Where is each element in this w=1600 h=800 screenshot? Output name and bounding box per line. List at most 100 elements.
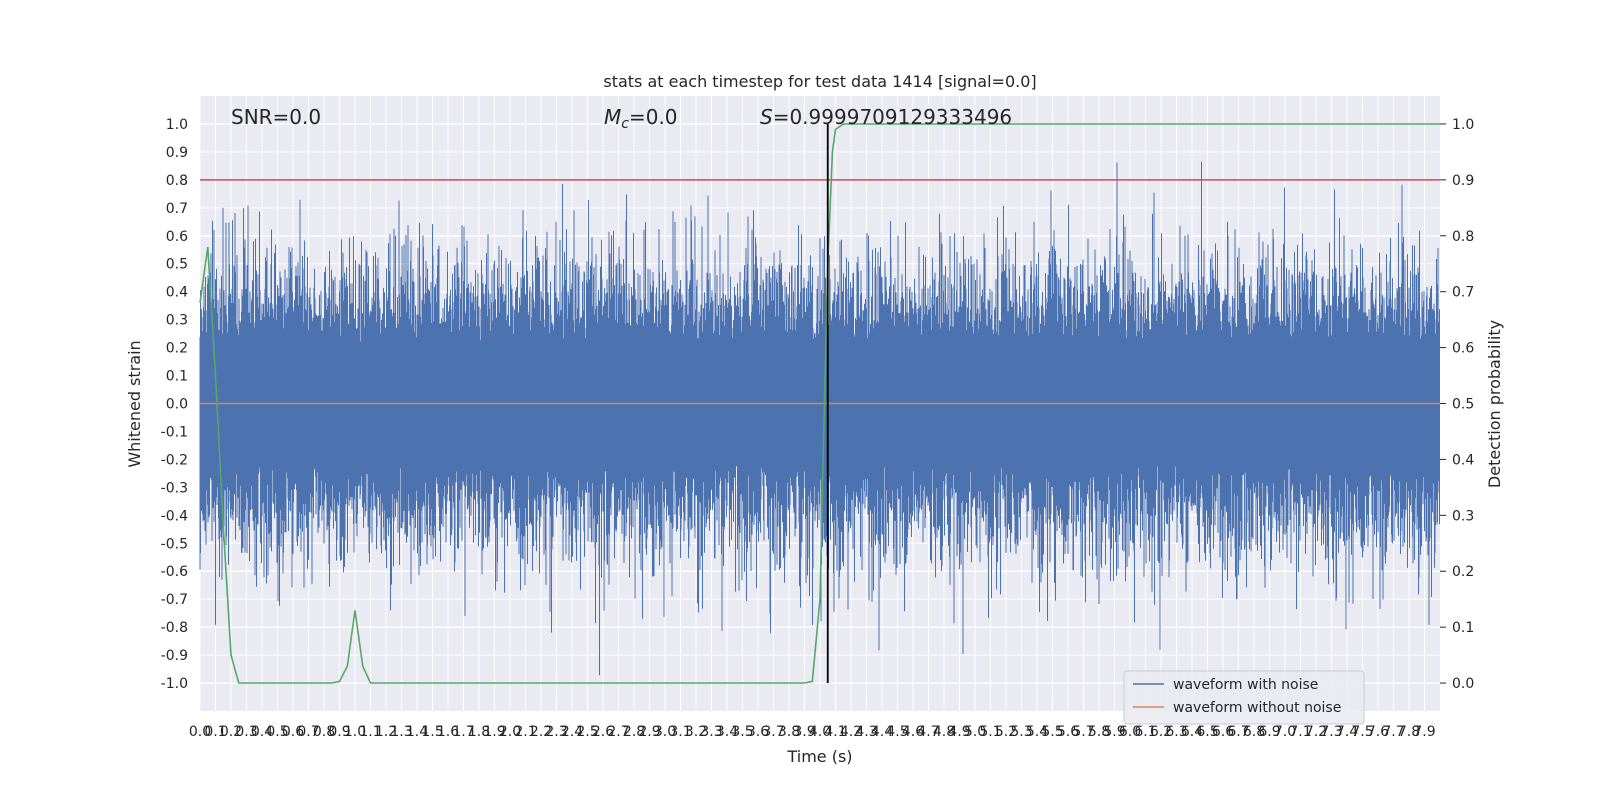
- legend-frame: [1123, 670, 1365, 725]
- x-tick-label: 7.2: [1305, 724, 1327, 740]
- y-right-tick-label: 0.5: [1452, 397, 1474, 413]
- y-tick-label: 0.1: [166, 369, 188, 385]
- y-right-tick-label: 0.1: [1452, 620, 1474, 636]
- x-tick-label: 5.5: [1041, 724, 1063, 740]
- x-tick-label: 5.8: [1088, 724, 1110, 740]
- y-tick-label: -0.5: [161, 536, 188, 552]
- x-tick-label: 0.6: [282, 724, 304, 740]
- x-tick-label: 7.1: [1289, 724, 1311, 740]
- y-tick-label: -0.9: [161, 648, 188, 664]
- x-tick-label: 3.0: [654, 724, 676, 740]
- annotation-snr: SNR=0.0: [231, 105, 321, 129]
- x-tick-label: 2.6: [592, 724, 614, 740]
- y-tick-label: -0.8: [161, 620, 188, 636]
- x-tick-label: 3.6: [747, 724, 769, 740]
- x-tick-label: 7.6: [1367, 724, 1389, 740]
- x-tick-label: 7.4: [1336, 724, 1358, 740]
- x-tick-label: 5.0: [964, 724, 986, 740]
- lines-layer: [199, 123, 1440, 684]
- x-tick-label: 4.7: [917, 724, 939, 740]
- x-tick-label: 3.2: [685, 724, 707, 740]
- x-tick-label: 2.7: [607, 724, 629, 740]
- x-tick-label: 4.1: [824, 724, 846, 740]
- x-tick-label: 7.5: [1351, 724, 1373, 740]
- y-tick-label: 0.3: [166, 313, 188, 329]
- y-tick-label: -0.3: [161, 480, 188, 496]
- x-tick-label: 0.8: [313, 724, 335, 740]
- x-tick-label: 6.6: [1212, 724, 1234, 740]
- y-tick-label: 0.8: [166, 173, 188, 189]
- x-tick-label: 6.9: [1258, 724, 1280, 740]
- x-tick-label: 3.5: [731, 724, 753, 740]
- x-tick-label: 5.2: [995, 724, 1017, 740]
- x-tick-label: 0.4: [251, 724, 273, 740]
- x-tick-label: 1.9: [483, 724, 505, 740]
- x-tick-label: 2.5: [576, 724, 598, 740]
- detection-probability-line: [199, 123, 1440, 684]
- y-axis-label: Whitened strain: [125, 340, 144, 467]
- x-tick-label: 1.4: [406, 724, 428, 740]
- x-tick-label: 5.3: [1010, 724, 1032, 740]
- x-tick-label: 7.7: [1382, 724, 1404, 740]
- x-tick-label: 5.6: [1057, 724, 1079, 740]
- x-tick-label: 3.3: [700, 724, 722, 740]
- y-tick-label: 0.4: [166, 285, 188, 301]
- x-tick-label: 6.7: [1227, 724, 1249, 740]
- y-tick-label: -0.6: [161, 564, 188, 580]
- legend: waveform with noise waveform without noi…: [1123, 670, 1365, 725]
- x-tick-label: 2.8: [623, 724, 645, 740]
- x-axis-label: Time (s): [786, 747, 852, 766]
- axes-layer: 0.00.10.20.30.40.50.60.70.80.91.01.11.21…: [161, 117, 1475, 740]
- y-right-tick-label: 0.3: [1452, 508, 1474, 524]
- x-tick-label: 4.9: [948, 724, 970, 740]
- x-tick-label: 0.2: [220, 724, 242, 740]
- y-tick-label: -1.0: [161, 676, 188, 692]
- x-tick-label: 4.2: [840, 724, 862, 740]
- x-tick-label: 6.3: [1165, 724, 1187, 740]
- y-right-tick-label: 1.0: [1452, 117, 1474, 133]
- y-tick-label: -0.1: [161, 424, 188, 440]
- chart-title: stats at each timestep for test data 141…: [603, 72, 1036, 91]
- x-tick-label: 4.4: [871, 724, 893, 740]
- y-right-tick-label: 0.4: [1452, 452, 1474, 468]
- x-tick-label: 2.1: [514, 724, 536, 740]
- y-tick-label: -0.2: [161, 452, 188, 468]
- y-tick-label: 0.5: [166, 257, 188, 273]
- y-tick-label: -0.7: [161, 592, 188, 608]
- y-right-tick-label: 0.9: [1452, 173, 1474, 189]
- x-tick-label: 0.1: [204, 724, 226, 740]
- y-tick-label: 0.7: [166, 201, 188, 217]
- x-tick-label: 0.0: [189, 724, 211, 740]
- s-symbol: S: [760, 105, 773, 129]
- x-tick-label: 1.3: [390, 724, 412, 740]
- x-tick-label: 3.1: [669, 724, 691, 740]
- x-tick-label: 6.1: [1134, 724, 1156, 740]
- x-tick-label: 5.4: [1026, 724, 1048, 740]
- x-tick-label: 5.9: [1103, 724, 1125, 740]
- x-tick-label: 0.7: [297, 724, 319, 740]
- s-value: =0.9999709129333496: [773, 105, 1012, 129]
- x-tick-label: 2.3: [545, 724, 567, 740]
- x-tick-label: 3.9: [793, 724, 815, 740]
- y-tick-label: 0.9: [166, 145, 188, 161]
- y-right-tick-label: 0.6: [1452, 341, 1474, 357]
- x-tick-label: 5.7: [1072, 724, 1094, 740]
- x-tick-label: 4.6: [902, 724, 924, 740]
- annotation-score: S=0.9999709129333496: [760, 105, 1012, 129]
- x-tick-label: 7.0: [1274, 724, 1296, 740]
- y-right-tick-label: 0.8: [1452, 229, 1474, 245]
- legend-label-noise: waveform with noise: [1173, 677, 1318, 693]
- x-tick-label: 3.7: [762, 724, 784, 740]
- x-tick-label: 4.8: [933, 724, 955, 740]
- y-right-tick-label: 0.2: [1452, 564, 1474, 580]
- y-right-tick-label: 0.7: [1452, 285, 1474, 301]
- x-tick-label: 1.7: [452, 724, 474, 740]
- mc-subscript: c: [621, 116, 629, 132]
- x-tick-label: 2.2: [530, 724, 552, 740]
- x-tick-label: 1.8: [468, 724, 490, 740]
- x-tick-label: 6.5: [1196, 724, 1218, 740]
- x-tick-label: 4.0: [809, 724, 831, 740]
- y-tick-label: 0.6: [166, 229, 188, 245]
- x-tick-label: 0.9: [328, 724, 350, 740]
